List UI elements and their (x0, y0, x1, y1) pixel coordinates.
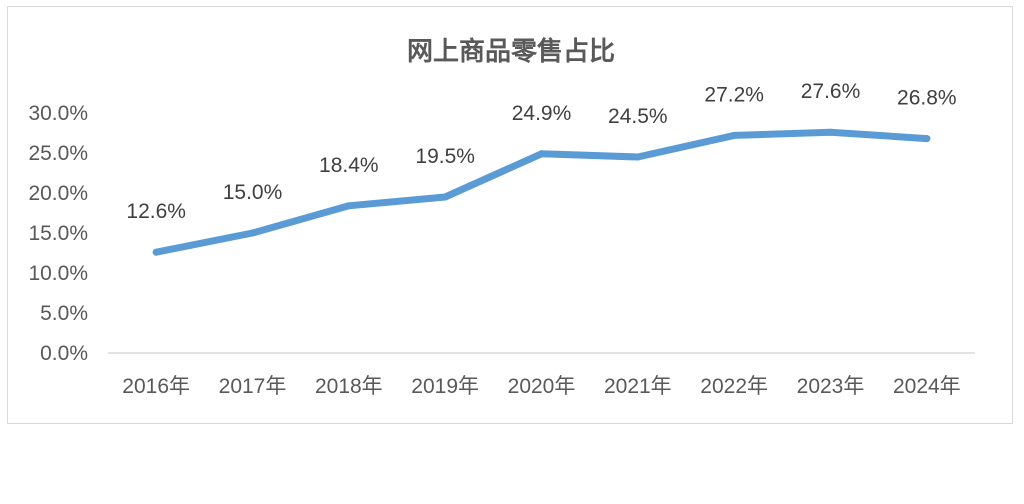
y-axis-ticks: 0.0% 5.0% 10.0% 15.0% 20.0% 25.0% 30.0% (28, 102, 88, 365)
data-labels: 12.6% 15.0% 18.4% 19.5% 24.9% 24.5% 27.2% 27.6%… (126, 80, 956, 223)
y-tick-label: 30.0% (28, 102, 88, 125)
data-point (730, 131, 738, 139)
data-label: 26.8% (897, 87, 957, 110)
y-tick-label: 25.0% (28, 142, 88, 165)
data-point (634, 153, 642, 161)
y-tick-label: 15.0% (28, 222, 88, 245)
y-tick-label: 0.0% (40, 342, 88, 365)
x-tick-label: 2019年 (411, 375, 479, 398)
x-tick-label: 2020年 (508, 375, 576, 398)
data-point (152, 248, 160, 256)
x-tick-label: 2022年 (700, 375, 768, 398)
x-tick-label: 2016年 (122, 375, 190, 398)
data-label: 24.5% (608, 105, 668, 128)
data-point (923, 135, 931, 143)
chart-frame (7, 6, 1013, 424)
data-point (538, 150, 545, 158)
data-label: 18.4% (319, 154, 379, 177)
x-tick-label: 2017年 (219, 375, 287, 398)
data-point (827, 128, 834, 136)
data-label: 12.6% (126, 200, 186, 223)
data-label: 19.5% (415, 145, 475, 168)
data-label: 27.2% (704, 83, 764, 106)
y-tick-label: 20.0% (28, 182, 88, 205)
x-axis-ticks: 2016年 2017年 2018年 2019年 2020年 2021年 2022年 2023年… (122, 375, 960, 398)
data-point (441, 193, 449, 201)
x-tick-label: 2023年 (797, 375, 865, 398)
x-tick-label: 2021年 (604, 375, 672, 398)
data-label: 15.0% (223, 181, 283, 204)
x-tick-label: 2024年 (893, 375, 961, 398)
data-label: 27.6% (801, 80, 861, 103)
data-point (249, 229, 256, 237)
chart-title: 网上商品零售占比 (407, 36, 615, 67)
y-tick-label: 10.0% (28, 262, 88, 285)
x-tick-label: 2018年 (315, 375, 383, 398)
data-point (345, 202, 353, 210)
series-group (152, 128, 931, 256)
data-label: 24.9% (512, 102, 572, 125)
y-tick-label: 5.0% (40, 302, 88, 325)
